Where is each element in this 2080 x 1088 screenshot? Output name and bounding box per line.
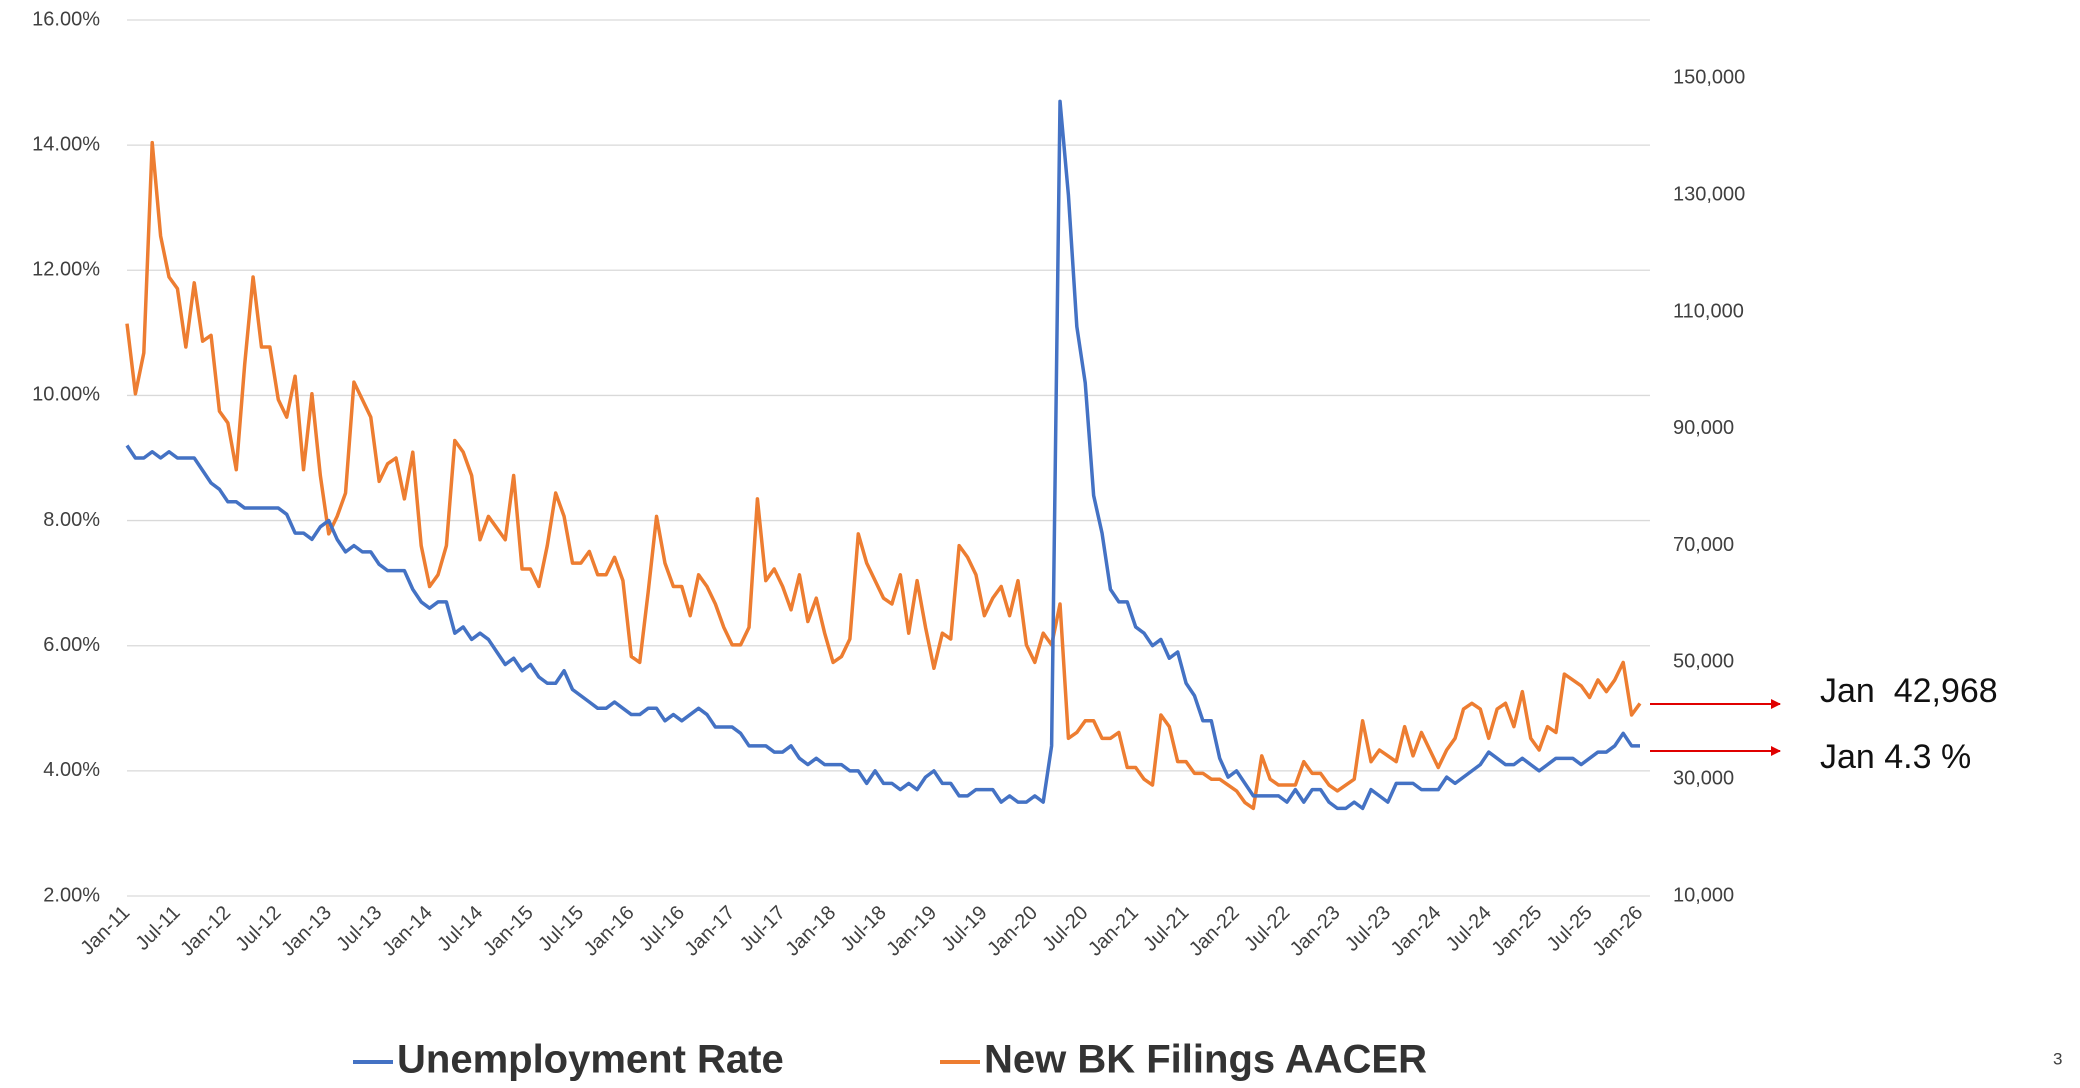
annotation: Jan 4.3 % (1820, 738, 1971, 776)
y2-tick-label: 130,000 (1673, 183, 1745, 205)
x-tick-label: Jan-25 (1488, 902, 1547, 961)
x-tick-label: Jan-13 (277, 902, 336, 961)
x-tick-label: Jul-14 (433, 902, 487, 956)
series-line (125, 140, 1642, 811)
x-tick-label: Jan-24 (1387, 902, 1446, 961)
y-tick-label: 10.00% (32, 384, 100, 406)
x-tick-label: Jan-12 (176, 902, 235, 961)
y2-tick-label: 110,000 (1673, 300, 1744, 322)
x-tick-label: Jul-17 (736, 902, 790, 956)
y2-tick-label: 90,000 (1673, 417, 1734, 439)
x-tick-label: Jul-13 (332, 902, 386, 956)
x-tick-label: Jan-11 (77, 902, 135, 960)
x-tick-label: Jan-22 (1185, 902, 1244, 961)
y-tick-label: 4.00% (43, 759, 100, 781)
y-tick-label: 16.00% (32, 8, 100, 30)
annotation: Jan 42,968 (1820, 672, 1998, 710)
x-tick-label: Jan-16 (580, 902, 639, 961)
series-line (125, 99, 1640, 811)
legend-label: Unemployment Rate (397, 1038, 784, 1082)
x-tick-label: Jan-26 (1588, 902, 1647, 961)
x-tick-label: Jul-25 (1543, 902, 1597, 956)
y-tick-label: 2.00% (43, 884, 100, 906)
x-tick-label: Jan-23 (1286, 902, 1345, 961)
y2-tick-label: 150,000 (1673, 67, 1745, 89)
x-tick-label: Jul-23 (1341, 902, 1395, 956)
x-tick-label: Jul-22 (1240, 902, 1294, 956)
x-tick-label: Jul-19 (938, 902, 992, 956)
y2-tick-label: 30,000 (1673, 767, 1734, 789)
x-tick-label: Jul-20 (1038, 902, 1092, 956)
x-tick-label: Jul-24 (1442, 902, 1496, 956)
x-tick-label: Jan-20 (983, 902, 1042, 961)
y-tick-label: 8.00% (43, 509, 100, 531)
x-tick-label: Jul-11 (132, 902, 185, 955)
x-tick-label: Jan-15 (479, 902, 538, 961)
legend-label: New BK Filings AACER (984, 1038, 1427, 1082)
y2-tick-label: 70,000 (1673, 534, 1734, 556)
x-tick-label: Jul-18 (837, 902, 891, 956)
page-number: 3 (2053, 1049, 2062, 1068)
y-tick-label: 14.00% (32, 133, 100, 155)
x-tick-label: Jan-17 (681, 902, 740, 961)
x-tick-label: Jul-21 (1139, 902, 1193, 956)
x-tick-label: Jan-18 (782, 902, 841, 961)
y-tick-label: 12.00% (32, 259, 100, 281)
x-tick-label: Jan-19 (882, 902, 941, 961)
y-tick-label: 6.00% (43, 634, 100, 656)
x-tick-label: Jan-14 (378, 902, 437, 961)
y2-tick-label: 10,000 (1673, 884, 1734, 906)
x-tick-label: Jul-12 (231, 902, 285, 956)
x-tick-label: Jul-16 (635, 902, 689, 956)
x-tick-label: Jan-21 (1084, 902, 1143, 961)
x-tick-label: Jul-15 (534, 902, 588, 956)
y2-tick-label: 50,000 (1673, 651, 1734, 673)
